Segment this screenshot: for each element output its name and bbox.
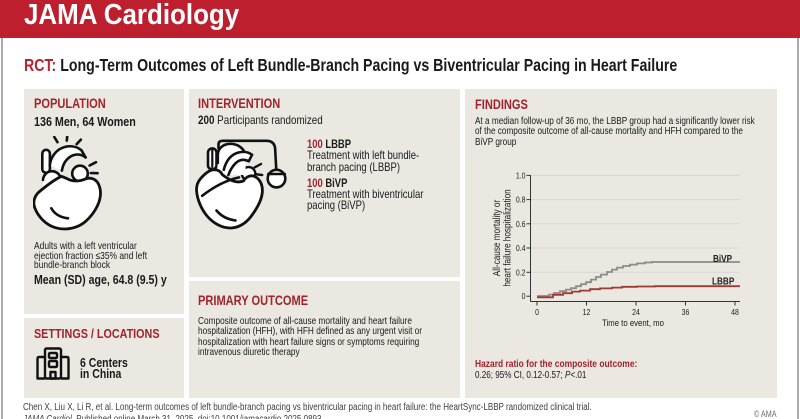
svg-text:0.2: 0.2	[516, 268, 526, 278]
svg-text:0.4: 0.4	[516, 243, 526, 253]
svg-text:0: 0	[535, 307, 539, 317]
svg-text:0.6: 0.6	[516, 219, 526, 229]
svg-text:All-cause mortality or: All-cause mortality or	[491, 200, 502, 276]
svg-text:1.0: 1.0	[516, 171, 526, 181]
svg-text:48: 48	[731, 307, 739, 317]
svg-text:24: 24	[632, 307, 640, 317]
svg-text:heart failure hospitalization: heart failure hospitalization	[502, 189, 513, 286]
svg-text:12: 12	[583, 307, 591, 317]
svg-text:0: 0	[522, 292, 526, 302]
svg-text:36: 36	[682, 307, 690, 317]
svg-text:BiVP: BiVP	[713, 253, 732, 264]
svg-text:Time to event, mo: Time to event, mo	[602, 317, 664, 328]
svg-text:0.8: 0.8	[516, 195, 526, 205]
svg-text:LBBP: LBBP	[712, 276, 734, 287]
